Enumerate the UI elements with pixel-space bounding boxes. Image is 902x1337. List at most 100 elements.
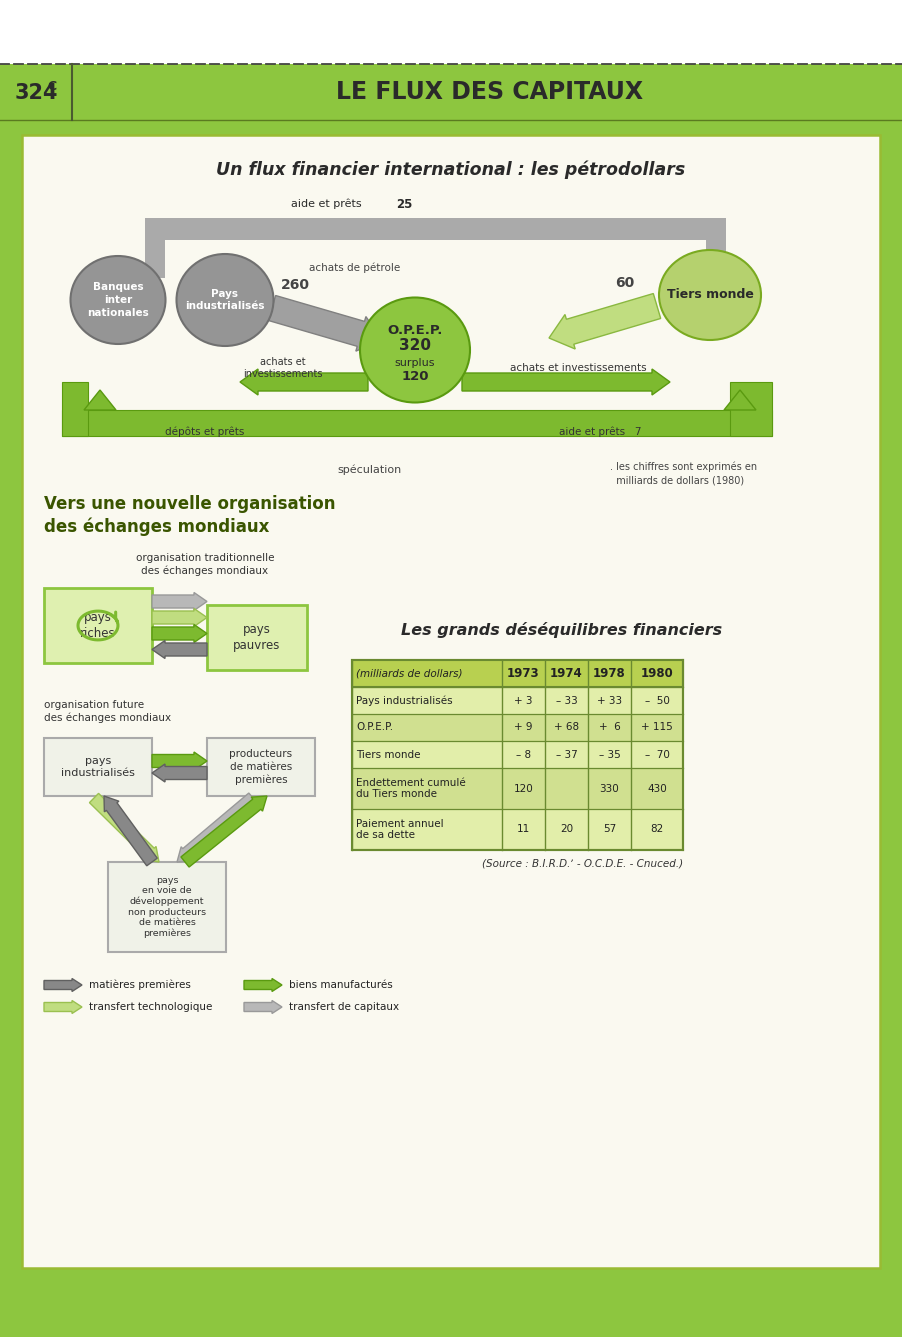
FancyBboxPatch shape — [44, 738, 152, 796]
Text: 260: 260 — [281, 278, 309, 291]
Text: 1974: 1974 — [549, 667, 582, 681]
Text: Pays
industrialisés: Pays industrialisés — [185, 289, 264, 312]
Text: + 115: + 115 — [640, 722, 672, 733]
Ellipse shape — [658, 250, 760, 340]
Ellipse shape — [360, 298, 469, 402]
FancyArrow shape — [180, 796, 267, 868]
Text: transfert technologique: transfert technologique — [89, 1001, 212, 1012]
Text: –  70: – 70 — [644, 750, 668, 759]
FancyArrow shape — [152, 751, 207, 770]
FancyArrow shape — [462, 369, 669, 394]
FancyArrow shape — [244, 1000, 281, 1013]
Bar — [145, 218, 724, 241]
Bar — [62, 410, 771, 436]
FancyArrow shape — [244, 979, 281, 992]
Text: +  6: + 6 — [598, 722, 620, 733]
Text: producteurs
de matières
premières: producteurs de matières premières — [229, 749, 292, 785]
Text: C: C — [47, 80, 56, 94]
FancyArrow shape — [723, 390, 755, 410]
Text: Tiers monde: Tiers monde — [666, 289, 752, 302]
Text: –  50: – 50 — [644, 695, 668, 706]
FancyBboxPatch shape — [108, 862, 226, 952]
FancyArrow shape — [152, 592, 207, 611]
Text: organisation traditionnelle
des échanges mondiaux: organisation traditionnelle des échanges… — [135, 554, 274, 576]
Text: + 9: + 9 — [513, 722, 532, 733]
Text: 20: 20 — [559, 825, 573, 834]
FancyArrow shape — [44, 979, 82, 992]
FancyArrow shape — [152, 640, 207, 659]
FancyBboxPatch shape — [44, 588, 152, 663]
Text: pays
pauvres: pays pauvres — [233, 623, 281, 652]
Bar — [352, 767, 682, 809]
Text: (milliards de dollars): (milliards de dollars) — [355, 668, 462, 678]
Bar — [729, 382, 771, 436]
FancyBboxPatch shape — [207, 606, 307, 670]
Text: achats de pétrole: achats de pétrole — [309, 263, 400, 273]
Text: Endettement cumulé
du Tiers monde: Endettement cumulé du Tiers monde — [355, 778, 465, 800]
Text: aide et prêts: aide et prêts — [291, 199, 362, 210]
Text: 11: 11 — [516, 825, 529, 834]
Bar — [22, 135, 879, 1267]
FancyArrow shape — [152, 763, 207, 782]
Text: 1978: 1978 — [593, 667, 625, 681]
FancyBboxPatch shape — [207, 738, 315, 796]
Text: surplus: surplus — [394, 358, 435, 368]
Bar — [352, 660, 682, 687]
Text: biens manufacturés: biens manufacturés — [289, 980, 392, 989]
FancyArrow shape — [177, 793, 257, 862]
Text: 57: 57 — [603, 825, 615, 834]
Text: dépôts et prêts: dépôts et prêts — [165, 427, 244, 437]
Bar — [62, 382, 87, 436]
Text: pays
en voie de
développement
non producteurs
de matières
premières: pays en voie de développement non produc… — [128, 876, 206, 939]
Text: . les chiffres sont exprimés en
  milliards de dollars (1980): . les chiffres sont exprimés en milliard… — [610, 463, 756, 485]
FancyArrow shape — [152, 624, 207, 643]
Text: – 37: – 37 — [555, 750, 576, 759]
Text: 430: 430 — [647, 783, 667, 793]
Text: LE FLUX DES CAPITAUX: LE FLUX DES CAPITAUX — [336, 80, 643, 104]
FancyArrow shape — [697, 271, 733, 291]
Text: (Source : B.I.R.D.ʼ - O.C.D.E. - Cnuced.): (Source : B.I.R.D.ʼ - O.C.D.E. - Cnuced.… — [482, 858, 682, 869]
Bar — [145, 218, 165, 278]
Bar — [0, 64, 902, 120]
Bar — [0, 1296, 902, 1337]
FancyArrow shape — [548, 294, 660, 349]
Text: O.P.E.P.: O.P.E.P. — [387, 324, 442, 337]
Bar — [705, 218, 725, 290]
Text: Un flux financier international : les pétrodollars: Un flux financier international : les pé… — [216, 160, 685, 179]
Text: Tiers monde: Tiers monde — [355, 750, 420, 759]
FancyArrow shape — [104, 796, 157, 866]
Text: Banques
inter
nationales: Banques inter nationales — [87, 282, 149, 318]
Text: 120: 120 — [513, 783, 533, 793]
FancyArrow shape — [240, 369, 368, 394]
Text: 25: 25 — [396, 198, 412, 210]
FancyArrow shape — [152, 608, 207, 627]
Text: 320: 320 — [399, 338, 430, 353]
Bar — [352, 660, 682, 850]
Text: achats et
investissements: achats et investissements — [243, 357, 322, 378]
Text: Vers une nouvelle organisation
des échanges mondiaux: Vers une nouvelle organisation des échan… — [44, 495, 336, 536]
Text: aide et prêts   7: aide et prêts 7 — [558, 427, 640, 437]
FancyArrow shape — [84, 390, 115, 410]
Text: 330: 330 — [599, 783, 619, 793]
Text: – 35: – 35 — [598, 750, 620, 759]
FancyArrow shape — [268, 295, 382, 352]
Text: 1980: 1980 — [640, 667, 673, 681]
Text: organisation future
des échanges mondiaux: organisation future des échanges mondiau… — [44, 701, 171, 723]
Text: – 8: – 8 — [515, 750, 530, 759]
Text: achats et investissements: achats et investissements — [509, 364, 646, 373]
Ellipse shape — [70, 255, 165, 344]
Text: matières premières: matières premières — [89, 980, 190, 991]
Text: O.P.E.P.: O.P.E.P. — [355, 722, 392, 733]
Text: + 68: + 68 — [553, 722, 578, 733]
Text: 120: 120 — [400, 369, 428, 382]
Text: transfert de capitaux: transfert de capitaux — [289, 1001, 399, 1012]
Bar — [0, 0, 902, 64]
Text: Pays industrialisés: Pays industrialisés — [355, 695, 452, 706]
Text: pays
riches: pays riches — [80, 611, 115, 640]
Text: 82: 82 — [649, 825, 663, 834]
Text: spéculation: spéculation — [337, 465, 401, 475]
Bar — [352, 714, 682, 741]
FancyArrow shape — [44, 1000, 82, 1013]
Text: + 3: + 3 — [513, 695, 532, 706]
Text: – 33: – 33 — [555, 695, 576, 706]
